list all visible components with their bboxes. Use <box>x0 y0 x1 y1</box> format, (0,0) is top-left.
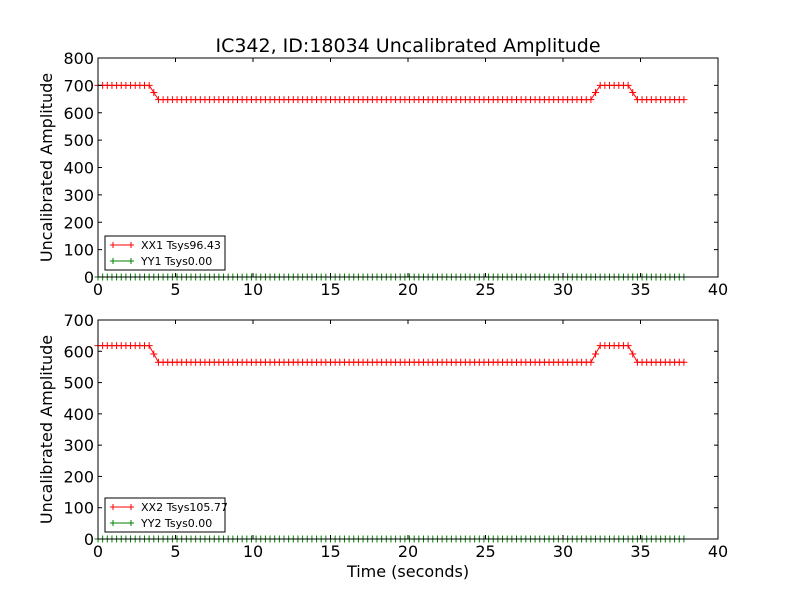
data-point <box>150 350 158 358</box>
y-tick-label: 600 <box>63 104 94 123</box>
data-point <box>629 88 637 96</box>
legend-box <box>104 235 226 271</box>
x-tick-label: 5 <box>170 542 180 561</box>
legend-marker <box>110 258 116 264</box>
legend: XX1 Tsys96.43 YY1 Tsys0.00 <box>104 235 226 271</box>
legend-box <box>104 497 226 533</box>
x-tick-label: 35 <box>630 280 650 299</box>
x-tick-label: 20 <box>398 280 418 299</box>
x-tick-label: 5 <box>170 280 180 299</box>
x-tick-label: 10 <box>243 542 263 561</box>
y-tick-label: 300 <box>63 186 94 205</box>
y-tick-label: 500 <box>63 131 94 150</box>
x-axis-label: Time (seconds) <box>346 562 469 581</box>
legend-label: XX1 Tsys96.43 <box>141 239 221 252</box>
x-tick-label: 30 <box>553 280 573 299</box>
data-point <box>629 350 637 358</box>
data-point <box>680 96 688 104</box>
data-point <box>592 350 600 358</box>
series-xx2 <box>94 342 688 366</box>
data-point <box>680 358 688 366</box>
x-tick-label: 10 <box>243 280 263 299</box>
data-point <box>587 96 595 104</box>
y-tick-label: 300 <box>63 436 94 455</box>
y-tick-label: 800 <box>63 49 94 68</box>
legend-label: YY2 Tsys0.00 <box>140 517 212 530</box>
legend-entry: YY1 Tsys0.00 <box>110 255 212 268</box>
y-tick-label: 400 <box>63 405 94 424</box>
y-tick-label: 600 <box>63 342 94 361</box>
data-point <box>624 342 632 350</box>
y-tick-label: 100 <box>63 499 94 518</box>
legend-marker <box>110 520 116 526</box>
y-axis-label: Uncalibrated Amplitude <box>37 335 56 524</box>
y-tick-label: 0 <box>84 268 94 287</box>
legend-marker <box>128 504 134 510</box>
x-tick-label: 25 <box>475 542 495 561</box>
legend-entry: XX2 Tsys105.77 <box>110 501 228 514</box>
y-tick-label: 400 <box>63 159 94 178</box>
data-point <box>624 81 632 89</box>
data-point <box>150 88 158 96</box>
x-tick-label: 15 <box>320 280 340 299</box>
y-tick-label: 200 <box>63 213 94 232</box>
x-tick-label: 20 <box>398 542 418 561</box>
y-axis-label: Uncalibrated Amplitude <box>37 73 56 262</box>
y-tick-label: 100 <box>63 241 94 260</box>
legend-entry: YY2 Tsys0.00 <box>110 517 212 530</box>
x-tick-label: 35 <box>630 542 650 561</box>
data-point <box>145 81 153 89</box>
y-tick-label: 700 <box>63 76 94 95</box>
legend-marker <box>110 504 116 510</box>
series-xx1 <box>94 81 688 104</box>
data-point <box>587 358 595 366</box>
legend-entry: XX1 Tsys96.43 <box>110 239 221 252</box>
y-tick-label: 200 <box>63 467 94 486</box>
x-tick-label: 0 <box>93 542 103 561</box>
legend-marker <box>128 258 134 264</box>
y-tick-label: 700 <box>63 311 94 330</box>
subplot-2: Uncalibrated Amplitude Time (seconds) 0 5 10… <box>37 311 728 581</box>
y-tick-label: 500 <box>63 374 94 393</box>
x-tick-label: 0 <box>93 280 103 299</box>
y-tick-label: 0 <box>84 530 94 549</box>
x-tick-label: 30 <box>553 542 573 561</box>
legend: XX2 Tsys105.77 YY2 Tsys0.00 <box>104 497 228 533</box>
data-point <box>145 342 153 350</box>
data-point <box>592 88 600 96</box>
x-tick-label: 40 <box>708 280 728 299</box>
legend-marker <box>128 242 134 248</box>
chart-title: IC342, ID:18034 Uncalibrated Amplitude <box>215 35 600 57</box>
legend-marker <box>110 242 116 248</box>
x-tick-label: 40 <box>708 542 728 561</box>
legend-marker <box>128 520 134 526</box>
legend-label: YY1 Tsys0.00 <box>140 255 212 268</box>
x-tick-label: 15 <box>320 542 340 561</box>
legend-label: XX2 Tsys105.77 <box>141 501 228 514</box>
x-tick-label: 25 <box>475 280 495 299</box>
subplot-1: IC342, ID:18034 Uncalibrated Amplitude Un… <box>37 35 728 299</box>
